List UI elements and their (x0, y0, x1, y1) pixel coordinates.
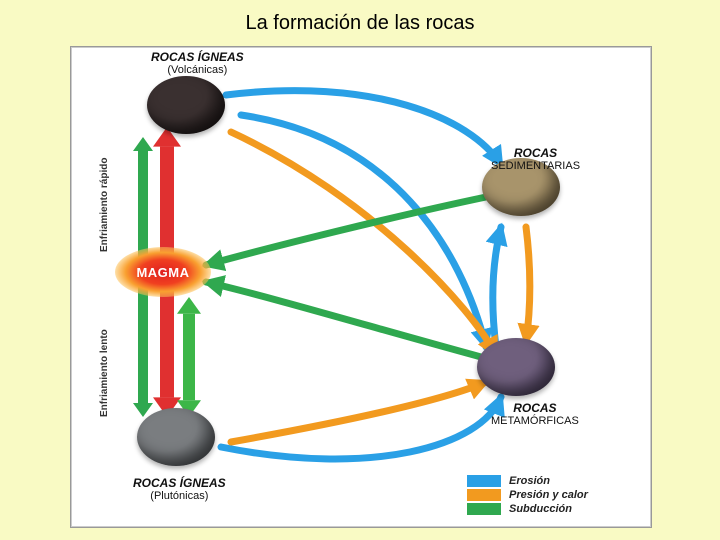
legend-row-0: Erosión (467, 475, 637, 487)
label-igneas-plut: ROCAS ÍGNEAS (Plutónicas) (133, 477, 226, 502)
page-title: La formación de las rocas (0, 12, 720, 35)
legend-row-1: Presión y calor (467, 489, 637, 501)
rock-meta (477, 338, 555, 396)
label-sedimentarias: ROCAS SEDIMENTARIAS (491, 147, 580, 172)
side-label-lento: Enfriamiento lento (99, 329, 110, 417)
legend-row-2: Subducción (467, 503, 637, 515)
legend-swatch (467, 503, 501, 515)
rock-igneas_plut (137, 408, 215, 466)
magma-node: MAGMA (115, 247, 211, 297)
legend-label: Presión y calor (509, 489, 588, 501)
legend: Erosión Presión y calor Subducción (467, 473, 637, 517)
magma-label: MAGMA (136, 265, 189, 280)
diagram-frame: MAGMA ROCAS ÍGNEAS (Volcánicas) ROCAS ÍG… (70, 46, 652, 528)
legend-swatch (467, 489, 501, 501)
legend-label: Subducción (509, 503, 572, 515)
legend-swatch (467, 475, 501, 487)
side-label-rapido: Enfriamiento rápido (99, 158, 110, 252)
rock-igneas_volc (147, 76, 225, 134)
legend-label: Erosión (509, 475, 550, 487)
label-metamorficas: ROCAS METAMÓRFICAS (491, 402, 579, 427)
label-igneas-volc: ROCAS ÍGNEAS (Volcánicas) (151, 51, 244, 76)
